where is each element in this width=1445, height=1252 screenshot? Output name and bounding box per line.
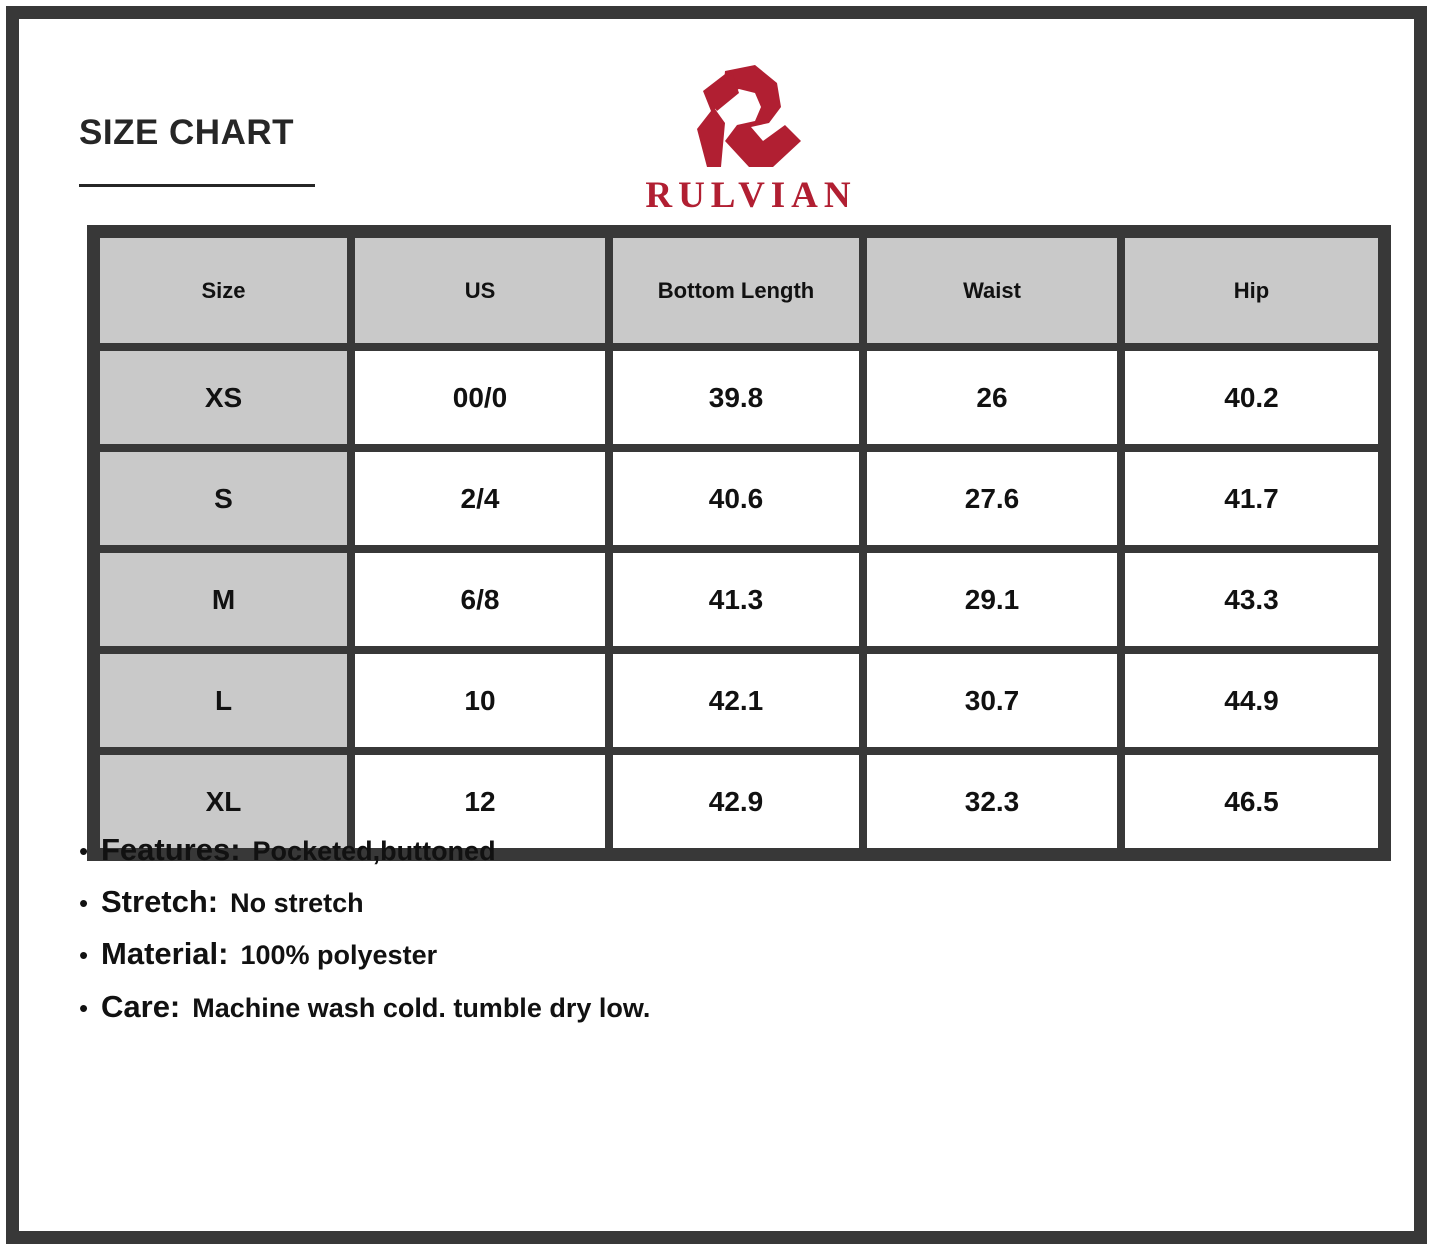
- cell-hip: 41.7: [1121, 448, 1382, 549]
- column-header-waist: Waist: [863, 234, 1121, 347]
- rulvian-r-monogram-icon: [697, 65, 801, 167]
- column-header-size: Size: [96, 234, 351, 347]
- title-underline-divider: [79, 184, 315, 187]
- cell-waist: 27.6: [863, 448, 1121, 549]
- product-notes-list: • Features: Pocketed,buttoned • Stretch:…: [79, 831, 1279, 1040]
- list-item: • Features: Pocketed,buttoned: [79, 831, 1279, 868]
- bullet-icon: •: [79, 888, 89, 919]
- bullet-icon: •: [79, 940, 89, 971]
- table-header: Size US Bottom Length Waist Hip: [96, 234, 1382, 347]
- cell-waist: 32.3: [863, 751, 1121, 852]
- cell-us: 10: [351, 650, 609, 751]
- title-block: SIZE CHART: [79, 115, 315, 187]
- cell-waist: 26: [863, 347, 1121, 448]
- cell-waist: 29.1: [863, 549, 1121, 650]
- cell-waist: 30.7: [863, 650, 1121, 751]
- note-value-stretch: No stretch: [230, 888, 364, 919]
- cell-bottom-length: 40.6: [609, 448, 863, 549]
- cell-us: 2/4: [351, 448, 609, 549]
- cell-bottom-length: 41.3: [609, 549, 863, 650]
- brand-wordmark: RULVIAN: [645, 175, 857, 216]
- page-title: SIZE CHART: [79, 113, 294, 152]
- brand-logo: RULVIAN: [631, 63, 871, 214]
- note-value-care: Machine wash cold. tumble dry low.: [192, 992, 651, 1023]
- bullet-icon: •: [79, 836, 89, 866]
- cell-us: 00/0: [351, 347, 609, 448]
- cell-us: 6/8: [351, 549, 609, 650]
- cell-size: M: [96, 549, 351, 650]
- page-inner: SIZE CHART RULVIAN: [19, 19, 1414, 1231]
- table-row: S 2/4 40.6 27.6 41.7: [96, 448, 1382, 549]
- note-value-material: 100% polyester: [240, 940, 438, 971]
- cell-hip: 43.3: [1121, 549, 1382, 650]
- table-row: XL 12 42.9 32.3 46.5: [96, 751, 1382, 852]
- list-item: • Material: 100% polyester: [79, 935, 1279, 972]
- note-value-features: Pocketed,buttoned: [252, 836, 496, 866]
- cell-us: 12: [351, 751, 609, 852]
- header: SIZE CHART RULVIAN: [19, 19, 1414, 219]
- note-label-material: Material:: [101, 936, 229, 972]
- cell-hip: 40.2: [1121, 347, 1382, 448]
- list-item: • Care: Machine wash cold. tumble dry lo…: [79, 988, 1279, 1025]
- column-header-bottom-length: Bottom Length: [609, 234, 863, 347]
- note-label-stretch: Stretch:: [101, 884, 219, 920]
- cell-hip: 46.5: [1121, 751, 1382, 852]
- size-chart-table: Size US Bottom Length Waist Hip XS 00/0 …: [87, 225, 1391, 861]
- cell-size: XL: [96, 751, 351, 852]
- column-header-us: US: [351, 234, 609, 347]
- note-label-features: Features:: [101, 832, 241, 867]
- table-row: XS 00/0 39.8 26 40.2: [96, 347, 1382, 448]
- list-item: • Stretch: No stretch: [79, 883, 1279, 920]
- cell-bottom-length: 39.8: [609, 347, 863, 448]
- table-body: XS 00/0 39.8 26 40.2 S 2/4 40.6 27.6 41.…: [96, 347, 1382, 852]
- cell-bottom-length: 42.9: [609, 751, 863, 852]
- table-header-row: Size US Bottom Length Waist Hip: [96, 234, 1382, 347]
- bullet-icon: •: [79, 992, 89, 1023]
- note-label-care: Care:: [101, 988, 181, 1024]
- cell-size: L: [96, 650, 351, 751]
- cell-bottom-length: 42.1: [609, 650, 863, 751]
- cell-hip: 44.9: [1121, 650, 1382, 751]
- column-header-hip: Hip: [1121, 234, 1382, 347]
- table-row: L 10 42.1 30.7 44.9: [96, 650, 1382, 751]
- cell-size: S: [96, 448, 351, 549]
- cell-size: XS: [96, 347, 351, 448]
- size-chart-page: SIZE CHART RULVIAN: [6, 6, 1427, 1244]
- table-row: M 6/8 41.3 29.1 43.3: [96, 549, 1382, 650]
